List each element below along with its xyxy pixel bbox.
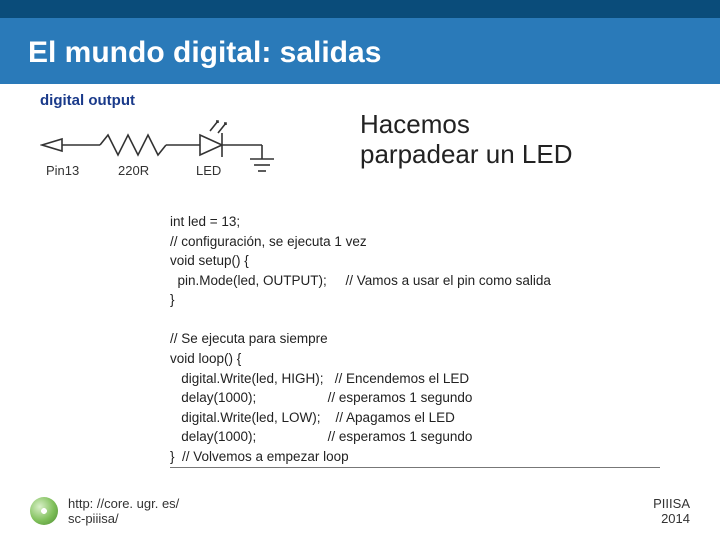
code-block: int led = 13; // configuración, se ejecu… [0, 202, 720, 466]
circuit-output-label: digital output [40, 92, 340, 109]
resistor-label: 220R [118, 163, 149, 178]
divider [170, 467, 660, 468]
footer-brand-line1: PIIISA [653, 496, 690, 511]
footer-right: PIIISA 2014 [653, 496, 690, 526]
slide: El mundo digital: salidas digital output [0, 0, 720, 540]
subtitle-line1: Hacemos [360, 110, 572, 140]
footer-left: http: //core. ugr. es/ sc-piiisa/ [30, 496, 179, 526]
subtitle: Hacemos parpadear un LED [360, 92, 572, 170]
circuit-svg: Pin13 220R LED [40, 117, 320, 197]
logo-icon [30, 497, 58, 525]
title-bar: El mundo digital: salidas [0, 0, 720, 84]
pin-label: Pin13 [46, 163, 79, 178]
top-row: digital output [0, 84, 720, 202]
footer-brand-line2: 2014 [653, 511, 690, 526]
footer-url-line1: http: //core. ugr. es/ [68, 496, 179, 511]
circuit-diagram: digital output [40, 92, 340, 202]
footer-url: http: //core. ugr. es/ sc-piiisa/ [68, 496, 179, 526]
footer: http: //core. ugr. es/ sc-piiisa/ PIIISA… [30, 496, 690, 526]
subtitle-line2: parpadear un LED [360, 140, 572, 170]
led-label: LED [196, 163, 221, 178]
footer-url-line2: sc-piiisa/ [68, 511, 179, 526]
slide-title: El mundo digital: salidas [28, 36, 692, 70]
